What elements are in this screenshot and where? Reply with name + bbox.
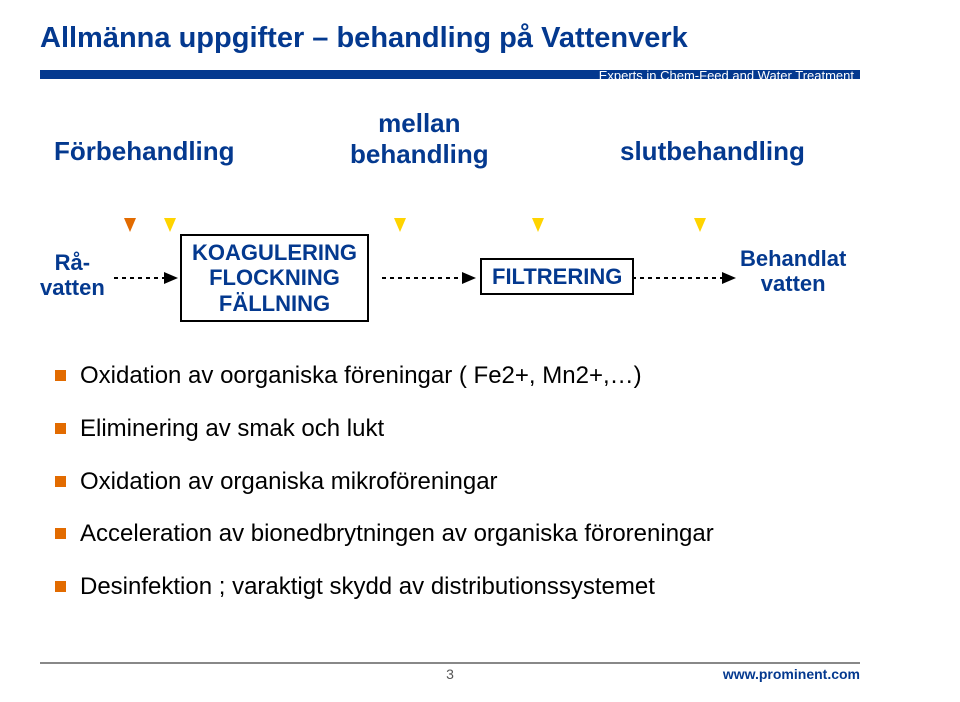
list-item: Oxidation av oorganiska föreningar ( Fe2… [55, 362, 845, 391]
bullet-text: Acceleration av bionedbrytningen av orga… [80, 520, 714, 549]
list-item: Oxidation av organiska mikroföreningar [55, 468, 845, 497]
footer: 3 www.prominent.com [40, 662, 860, 684]
flow-arrows [0, 0, 960, 360]
slide-root: Allmänna uppgifter – behandling på Vatte… [0, 0, 960, 702]
list-item: Acceleration av bionedbrytningen av orga… [55, 520, 845, 549]
bullet-list: Oxidation av oorganiska föreningar ( Fe2… [55, 362, 845, 626]
list-item: Eliminering av smak och lukt [55, 415, 845, 444]
footer-divider [40, 662, 860, 664]
bullet-text: Desinfektion ; varaktigt skydd av distri… [80, 573, 655, 602]
bullet-icon [55, 476, 66, 487]
footer-url: www.prominent.com [723, 666, 860, 682]
bullet-icon [55, 528, 66, 539]
bullet-text: Oxidation av oorganiska föreningar ( Fe2… [80, 362, 642, 391]
bullet-icon [55, 581, 66, 592]
bullet-icon [55, 423, 66, 434]
list-item: Desinfektion ; varaktigt skydd av distri… [55, 573, 845, 602]
bullet-text: Oxidation av organiska mikroföreningar [80, 468, 498, 497]
bullet-icon [55, 370, 66, 381]
bullet-text: Eliminering av smak och lukt [80, 415, 384, 444]
